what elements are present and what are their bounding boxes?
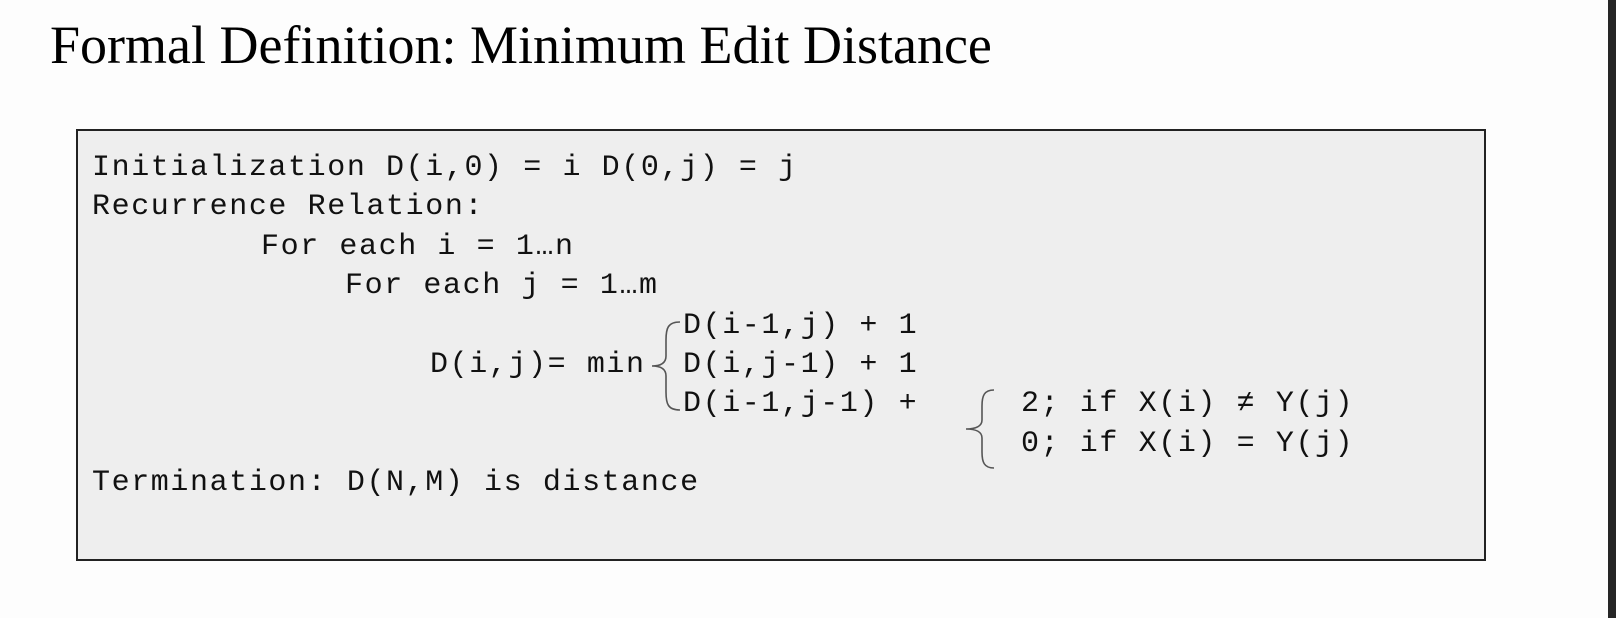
loop-i-line: For each i = 1…n: [261, 230, 575, 264]
termination-line: Termination: D(N,M) is distance: [92, 466, 700, 500]
recurrence-lhs: D(i,j)= min: [430, 348, 646, 382]
scrollbar[interactable]: [1608, 0, 1616, 618]
page-title: Formal Definition: Minimum Edit Distance: [50, 15, 992, 75]
sub-case-match: 0; if X(i) = Y(j): [1021, 427, 1355, 461]
case-substitution: D(i-1,j-1) +: [683, 387, 919, 421]
case-deletion: D(i-1,j) + 1: [683, 309, 919, 343]
sub-case-mismatch: 2; if X(i) ≠ Y(j): [1021, 387, 1355, 421]
case-insertion: D(i,j-1) + 1: [683, 348, 919, 382]
left-brace-icon: [651, 321, 681, 411]
loop-j-line: For each j = 1…m: [345, 269, 659, 303]
initialization-line: Initialization D(i,0) = i D(0,j) = j: [92, 151, 798, 185]
left-brace-icon: [965, 389, 995, 469]
recurrence-label: Recurrence Relation:: [92, 190, 485, 224]
definition-box: [76, 129, 1486, 561]
